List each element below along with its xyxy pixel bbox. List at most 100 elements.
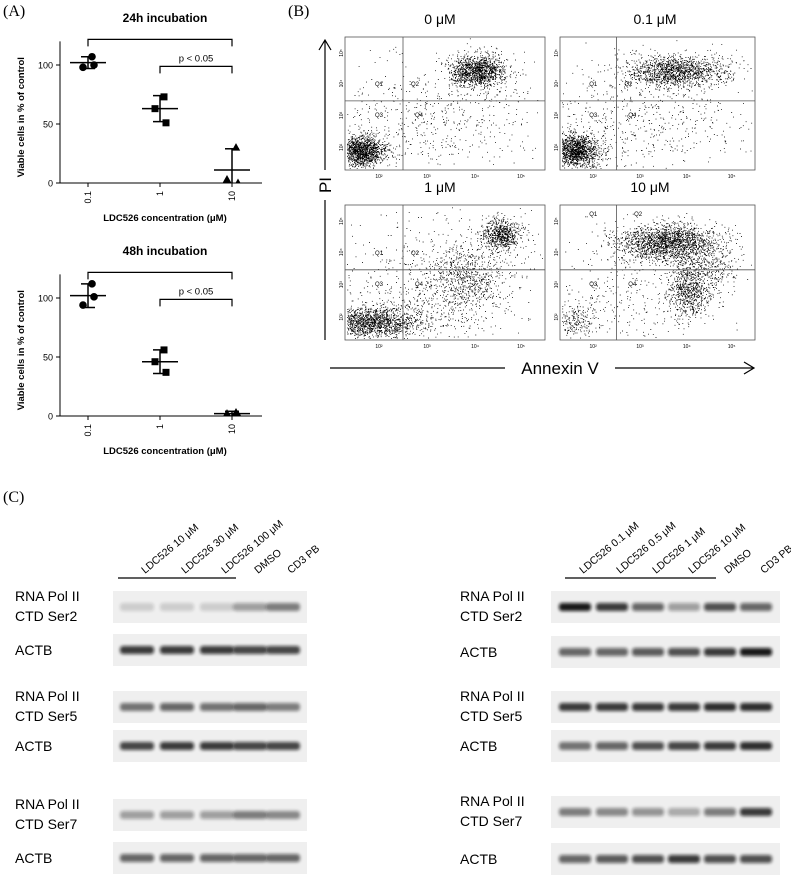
blot-band [704, 808, 736, 816]
blot-band [632, 808, 664, 816]
label-bg [314, 170, 336, 200]
row-label: CTD Ser5 [460, 708, 522, 724]
flow-x-tick-label: 10⁴ [683, 174, 691, 180]
y-tick-label: 0 [48, 412, 53, 422]
quadrant-label: Q3 [375, 282, 384, 288]
blot-band [233, 603, 267, 611]
blot-band [559, 808, 591, 816]
blot-band [596, 855, 628, 863]
quadrant-label: Q3 [589, 282, 598, 288]
blot-band [704, 855, 736, 863]
blot-band [596, 742, 628, 750]
blot-band [233, 646, 267, 654]
data-point [235, 178, 241, 184]
row-label: ACTB [15, 642, 52, 658]
cell-events [347, 38, 539, 170]
blot-band [160, 811, 194, 819]
blot-band [233, 854, 267, 862]
blot-band [266, 703, 300, 711]
quadrant-label: Q1 [589, 212, 598, 218]
annotation: p < 0.05 [179, 53, 214, 64]
blot-band [200, 703, 234, 711]
blot-band [740, 648, 772, 656]
data-point [79, 301, 87, 309]
blot-band [120, 742, 154, 750]
blot-band [160, 703, 194, 711]
data-point [90, 61, 98, 69]
row-label: RNA Pol II [460, 688, 525, 704]
quadrant-label: Q3 [589, 113, 598, 119]
blot-band [704, 648, 736, 656]
blot-band [740, 603, 772, 611]
data-point [90, 293, 98, 301]
chart-title: 48h incubation [123, 244, 208, 258]
row-label: RNA Pol II [460, 793, 525, 809]
row-label: RNA Pol II [460, 588, 525, 604]
row-label: RNA Pol II [15, 688, 80, 704]
blot-band [740, 703, 772, 711]
row-label: CTD Ser7 [15, 816, 77, 832]
blot-band [596, 648, 628, 656]
quadrant-label: Q2 [624, 82, 633, 88]
flow-y-label: PI [316, 177, 335, 193]
cell-events [347, 207, 543, 340]
data-point [151, 105, 159, 113]
blot-band [559, 703, 591, 711]
blot-band [233, 811, 267, 819]
blot-band [668, 703, 700, 711]
significance-bracket [159, 65, 233, 74]
row-label: ACTB [460, 851, 497, 867]
quadrant-label: Q1 [375, 82, 384, 88]
flow-y-tick-label: 10⁴ [554, 248, 560, 256]
blot-band [200, 742, 234, 750]
flow-y-tick-label: 10³ [554, 281, 560, 289]
x-tick-label: 0.1 [83, 191, 93, 204]
blot-band [632, 703, 664, 711]
plot-area [70, 52, 250, 184]
row-label: ACTB [460, 738, 497, 754]
blot-band [120, 703, 154, 711]
blot-band [632, 648, 664, 656]
quadrant-label: Q2 [634, 212, 643, 218]
flow-x-label: Annexin V [521, 359, 599, 378]
plot-area [70, 280, 250, 416]
quadrant-label: Q4 [628, 113, 637, 119]
row-label: CTD Ser7 [460, 813, 522, 829]
flow-plot-title: 10 μM [630, 179, 669, 195]
blot-band [233, 742, 267, 750]
label-bg [505, 356, 615, 380]
blot-band [668, 603, 700, 611]
flow-x-tick-label: 10⁵ [728, 174, 736, 180]
blot-band [740, 808, 772, 816]
row-label: ACTB [460, 644, 497, 660]
y-axis-label: Viable cells in % of control [16, 57, 27, 177]
blot-band [160, 646, 194, 654]
y-axis-label: Viable cells in % of control [16, 290, 27, 410]
blot-band [266, 646, 300, 654]
blot-band [559, 603, 591, 611]
flow-x-tick-label: 10⁵ [728, 344, 736, 350]
blot-band [704, 742, 736, 750]
flow-x-tick-label: 10² [590, 344, 598, 350]
blot-band [200, 646, 234, 654]
data-point [160, 346, 168, 354]
quadrant-label: Q4 [415, 113, 424, 119]
row-label: ACTB [15, 850, 52, 866]
data-point [151, 358, 159, 366]
cell-events [562, 40, 753, 170]
panel-label: (C) [3, 489, 24, 506]
flow-plot-title: 0.1 μM [633, 11, 676, 27]
row-label: CTD Ser2 [15, 608, 77, 624]
y-tick-label: 50 [43, 120, 53, 130]
significance-bracket [87, 38, 233, 47]
lane-label: CD3 PB [758, 543, 791, 577]
flow-y-tick-label: 10⁴ [339, 80, 345, 88]
lane-label: DMSO [252, 547, 284, 576]
blot-band [632, 855, 664, 863]
blot-band [559, 742, 591, 750]
quadrant-label: Q3 [375, 113, 384, 119]
flow-x-tick-label: 10⁴ [471, 174, 479, 180]
blot-band [120, 854, 154, 862]
chart-title: 24h incubation [123, 11, 208, 25]
